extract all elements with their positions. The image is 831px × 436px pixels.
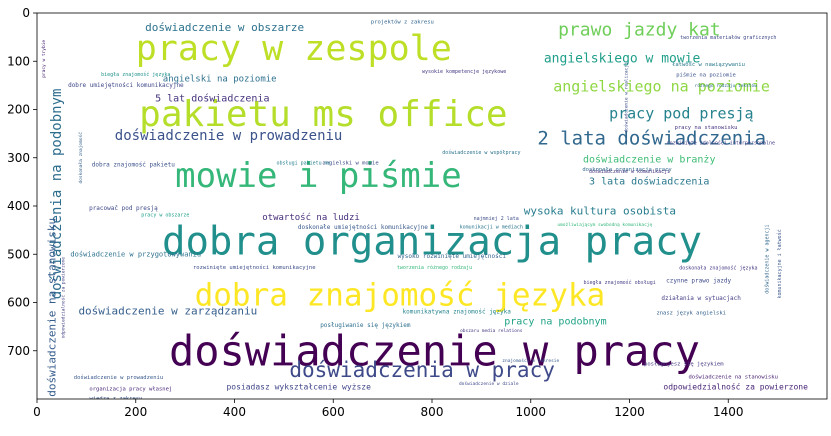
word-63: różnego rodzaju tekstów [695, 82, 758, 89]
word-47: doskonała organizacja pracy [582, 167, 672, 173]
word-25: odpowiedzialność za powierzone [663, 381, 808, 391]
word-64: obszaru media relations [460, 328, 523, 334]
word-0: doświadczenie w pracy [169, 326, 700, 375]
word-11: doświadczenie w prowadzeniu [115, 128, 343, 144]
y-tick-label-2: 200 [7, 103, 30, 117]
word-19: 5 lat doświadczenia [155, 92, 269, 104]
word-36: posługiwanie się językiem [320, 322, 411, 329]
word-48: pracy w obszarze [141, 213, 189, 219]
y-tick-label-0: 0 [22, 6, 30, 20]
y-tick-label-6: 600 [7, 296, 30, 310]
word-12: angielskiego w mowie [544, 51, 701, 66]
x-tick-label-4: 800 [421, 405, 444, 419]
word-32: pracy na stanowisku [675, 125, 738, 131]
x-tick-label-2: 400 [223, 405, 246, 419]
x-tick-label-5: 1000 [515, 405, 546, 419]
word-65: znajomości w zakresie [502, 357, 559, 364]
word-66: doświadczenie w dziale [459, 380, 519, 387]
word-28: dobra znajomość pakietu [92, 161, 175, 168]
word-17: doświadczenie w zarządzaniu [78, 305, 257, 318]
y-tick-label-1: 100 [7, 54, 30, 68]
word-70: doskonała znajomość [77, 132, 84, 184]
word-cloud: doświadczenie w pracy dobra organizacja p… [41, 19, 808, 402]
word-41: wiedza z zakresu [90, 396, 143, 402]
word-60: doskonała znajomość języka [679, 265, 757, 272]
word-30: dobre umiejętności komunikacyjne [68, 82, 184, 89]
y-tick-label-4: 400 [7, 199, 30, 213]
word-49: najmniej 2 lata [474, 216, 519, 222]
word-14: wysoka kultura osobista [524, 204, 676, 217]
word-35: komunikatywna znajomość języka [403, 309, 512, 316]
word-51: obsługi pakietu ms [277, 161, 331, 167]
word-34: piśmie na poziomie [676, 72, 736, 79]
word-58: biegła znajomość obsługi [584, 279, 656, 286]
x-axis: 0 200 400 600 800 1000 1200 1400 [33, 399, 744, 419]
word-26: doświadczenie w przygotowywaniu [70, 250, 201, 258]
word-6: doświadczenia w pracy [289, 358, 555, 382]
word-45: posługujesz się językiem [644, 361, 724, 367]
word-37: wysoko rozwinięte umiejętności [398, 253, 507, 260]
word-10: pracy pod presją [609, 104, 754, 122]
word-33: łatwość w nawiązywaniu [672, 61, 745, 68]
word-44: znasz język angielski [656, 311, 726, 317]
word-46: doświadczenie na stanowisku [688, 373, 777, 380]
word-21: otwartość na ludzi [262, 212, 360, 223]
word-54: doświadczenie w komunikacji [589, 168, 670, 175]
word-5: mowie i piśmie [175, 156, 462, 196]
word-72: pracy w trybie [41, 40, 47, 78]
word-67: doświadczenie w agencji [764, 224, 771, 293]
word-24: posiadasz wykształcenie wyższe [226, 382, 371, 391]
word-55: komunikacji w mediach [460, 225, 523, 231]
word-53: rozwinięte zdolności interpersonalne [667, 139, 775, 146]
word-69: odpowiedzialność za powierzone [60, 257, 67, 339]
x-tick-label-1: 200 [124, 405, 147, 419]
word-52: doświadczenie w współpracy [442, 149, 520, 156]
word-7: 2 lata doświadczenia [537, 127, 766, 149]
word-18: pracy na podobnym [504, 316, 606, 327]
x-tick-label-0: 0 [33, 405, 41, 419]
word-43: działania w sytuacjach [661, 295, 741, 302]
word-23: doświadczenie na stanowisku [45, 218, 58, 397]
word-1: dobra organizacja pracy [162, 220, 702, 265]
word-27: doskonałe umiejętności komunikacyjne [298, 224, 428, 231]
x-tick-label-3: 600 [322, 405, 345, 419]
word-57: projektów z zakresu [371, 19, 434, 26]
y-axis: 0 100 200 300 400 500 600 700 [7, 6, 37, 358]
word-31: wysokie kompetencje językowe [422, 69, 506, 75]
word-3: pracy w zespole [136, 29, 452, 69]
word-15: doświadczenie w branży [583, 154, 715, 166]
word-16: 3 lata doświadczenia [589, 175, 709, 187]
word-8: prawo jazdy kat [558, 19, 721, 40]
word-39: doświadczenie w prowadzeniu [74, 374, 163, 381]
word-9: angielskiego na poziomie [553, 77, 770, 95]
word-22: doświadczenia na podobnym [49, 89, 65, 300]
word-2: pakietu ms office [139, 94, 507, 135]
word-4: dobra znajomość języka [195, 277, 606, 313]
word-62: tworzenia materiałów graficznych [680, 34, 776, 41]
word-56: tworzenia różnego rodzaju [397, 264, 472, 271]
word-59: umożliwiającym swobodną komunikację [557, 222, 652, 228]
y-tick-label-3: 300 [7, 151, 30, 165]
word-40: organizacja pracy własnej [89, 386, 172, 392]
word-38: rozwinięte umiejętności komunikacyjne [193, 264, 316, 271]
word-61: biegła znajomość języka [101, 71, 170, 78]
word-20: angielski na poziomie [163, 75, 277, 85]
x-tick-label-7: 1400 [713, 405, 744, 419]
word-13: doświadczenie w obszarze [145, 21, 304, 34]
word-29: pracowač pod presją [89, 205, 158, 212]
word-42: czynne prawo jazdy [666, 277, 731, 284]
word-71: doświadczenie w realizacji [623, 62, 630, 133]
y-tick-label-7: 700 [7, 344, 30, 358]
word-68: komunikacyjne i łatwość [776, 229, 783, 298]
y-tick-label-5: 500 [7, 247, 30, 261]
word-50: angielski w mowie [322, 161, 378, 167]
x-tick-label-6: 1200 [614, 405, 645, 419]
